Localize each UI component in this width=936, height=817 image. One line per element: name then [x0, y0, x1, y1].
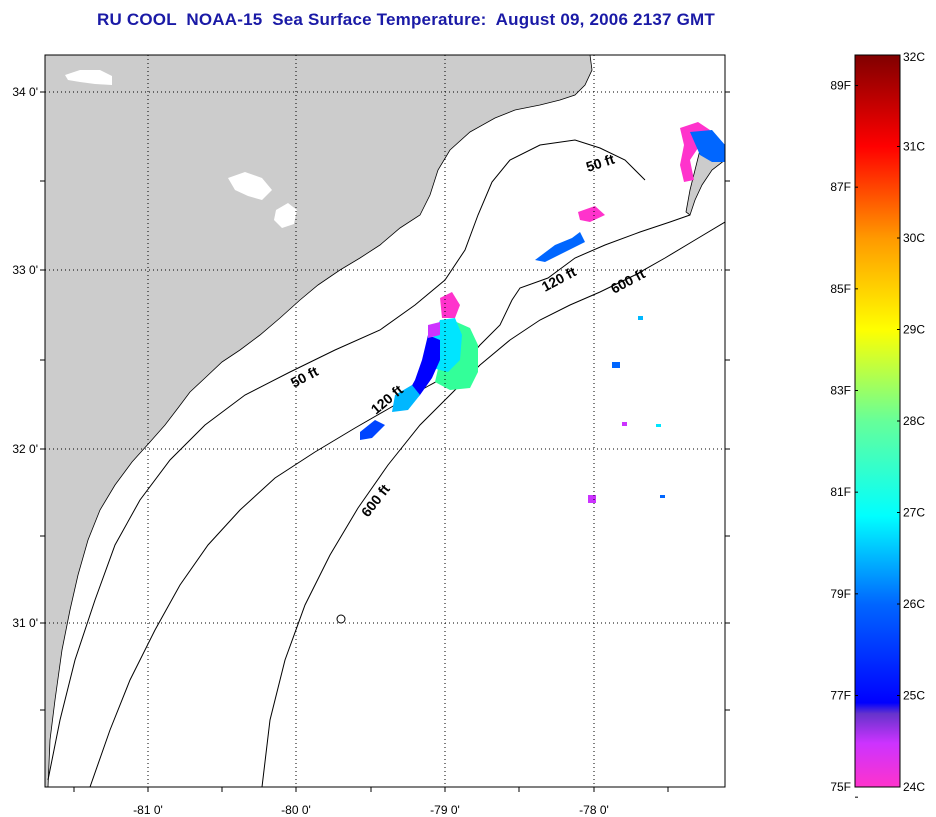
colorbar-gradient — [854, 54, 901, 788]
colorbar-celsius-label: 31C — [903, 140, 925, 154]
lat-label: 32 0' — [12, 442, 38, 456]
inland-lakes — [65, 70, 297, 228]
colorbar-ticks: 32C 31C 30C 29C 28C 27C 26C 25C 24C 89F 87F 85F 83F 8… — [830, 50, 925, 798]
temperature-colorbar: 32C 31C 30C 29C 28C 27C 26C 25C 24C 89F 87F 85F 83F 8… — [830, 50, 925, 798]
colorbar-celsius-label: 29C — [903, 323, 925, 337]
sst-patches — [360, 122, 725, 503]
colorbar-celsius-label: 30C — [903, 231, 925, 245]
contour-120ft — [89, 214, 691, 787]
axis-ticks — [40, 91, 730, 792]
lon-label: -81 0' — [133, 803, 163, 817]
map-title: RU COOL NOAA-15 Sea Surface Temperature:… — [97, 10, 715, 29]
map-frame — [44, 54, 726, 788]
colorbar-fahrenheit-label: 79F — [830, 587, 851, 601]
lat-label: 31 0' — [12, 616, 38, 630]
contour-50ft — [47, 139, 646, 781]
colorbar-fahrenheit-label: 83F — [830, 384, 851, 398]
colorbar-celsius-label: 24C — [903, 780, 925, 794]
colorbar-fahrenheit-label: 87F — [830, 180, 851, 194]
colorbar-fahrenheit-label: 89F — [830, 79, 851, 93]
colorbar-celsius-label: 27C — [903, 506, 925, 520]
lat-label: 34 0' — [12, 85, 38, 99]
lon-label: -78 0' — [579, 803, 609, 817]
lat-label: 33 0' — [12, 263, 38, 277]
lon-label: -80 0' — [281, 803, 311, 817]
colorbar-fahrenheit-label: 81F — [830, 485, 851, 499]
colorbar-fahrenheit-label: 75F — [830, 780, 851, 794]
land-mass — [45, 55, 593, 787]
graticule — [45, 55, 725, 787]
colorbar-fahrenheit-label: 77F — [830, 689, 851, 703]
colorbar-celsius-label: 28C — [903, 414, 925, 428]
sst-map: 50 ft 120 ft 600 ft 50 ft 120 ft 600 ft — [12, 54, 730, 817]
colorbar-celsius-label: 26C — [903, 597, 925, 611]
colorbar-celsius-label: 25C — [903, 689, 925, 703]
colorbar-fahrenheit-label: 85F — [830, 282, 851, 296]
lon-label: -79 0' — [430, 803, 460, 817]
colorbar-celsius-label: 32C — [903, 50, 925, 64]
